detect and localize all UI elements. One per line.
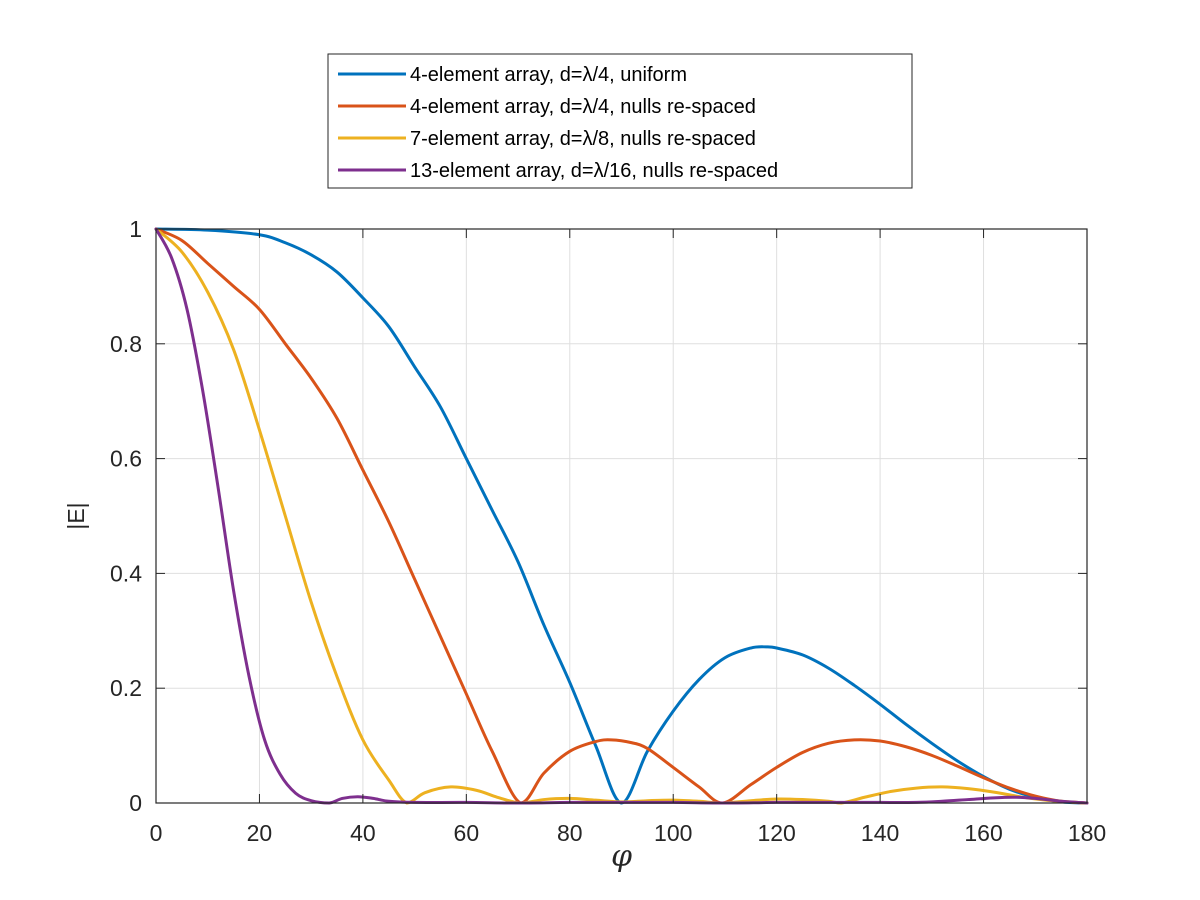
x-tick-label: 160 bbox=[964, 820, 1002, 846]
y-tick-label: 0.6 bbox=[110, 446, 142, 472]
x-tick-label: 20 bbox=[247, 820, 273, 846]
axes-frame bbox=[155, 228, 1088, 804]
x-tick-label: 60 bbox=[454, 820, 480, 846]
y-tick-label: 1 bbox=[129, 216, 142, 242]
x-tick-label: 140 bbox=[861, 820, 899, 846]
legend-label: 7-element array, d=λ/8, nulls re-spaced bbox=[410, 128, 756, 150]
legend-label: 4-element array, d=λ/4, uniform bbox=[410, 64, 687, 86]
x-tick-label: 100 bbox=[654, 820, 692, 846]
y-tick-labels: 0 0.2 0.4 0.6 0.8 1 bbox=[110, 216, 142, 816]
x-axis-label: φ bbox=[611, 839, 632, 874]
x-tick-label: 40 bbox=[350, 820, 376, 846]
series-layer bbox=[154, 227, 1089, 805]
legend-entry-4[interactable]: 13-element array, d=λ/16, nulls re-space… bbox=[338, 160, 778, 182]
y-axis-label: |E| bbox=[63, 502, 89, 529]
y-tick-label: 0.4 bbox=[110, 560, 142, 586]
x-tick-label: 0 bbox=[150, 820, 163, 846]
axes-background bbox=[156, 229, 1087, 803]
plot-area: 0 20 40 60 80 100 120 140 160 180 0 0.2 0.4 0.6 0.8 1 bbox=[110, 216, 1106, 846]
y-tick-label: 0 bbox=[129, 790, 142, 816]
y-tick-label: 0.8 bbox=[110, 331, 142, 357]
legend-entry-3[interactable]: 7-element array, d=λ/8, nulls re-spaced bbox=[338, 128, 756, 150]
y-tick-label: 0.2 bbox=[110, 675, 142, 701]
legend-entries: 4-element array, d=λ/4, uniform 4-element… bbox=[338, 64, 778, 182]
tick-marks bbox=[155, 228, 1088, 804]
legend[interactable]: 4-element array, d=λ/4, uniform 4-element… bbox=[327, 53, 913, 189]
legend-label: 13-element array, d=λ/16, nulls re-space… bbox=[410, 160, 778, 182]
series-line-2 bbox=[154, 227, 1089, 805]
legend-label: 4-element array, d=λ/4, nulls re-spaced bbox=[410, 96, 756, 118]
series-line-1 bbox=[154, 227, 1089, 805]
legend-entry-1[interactable]: 4-element array, d=λ/4, uniform bbox=[338, 64, 687, 86]
x-tick-label: 80 bbox=[557, 820, 583, 846]
series-line-3 bbox=[154, 227, 1089, 805]
x-tick-label: 180 bbox=[1068, 820, 1106, 846]
legend-box bbox=[327, 53, 913, 189]
legend-entry-2[interactable]: 4-element array, d=λ/4, nulls re-spaced bbox=[338, 96, 756, 118]
x-tick-label: 120 bbox=[757, 820, 795, 846]
x-tick-labels: 0 20 40 60 80 100 120 140 160 180 bbox=[150, 820, 1107, 846]
